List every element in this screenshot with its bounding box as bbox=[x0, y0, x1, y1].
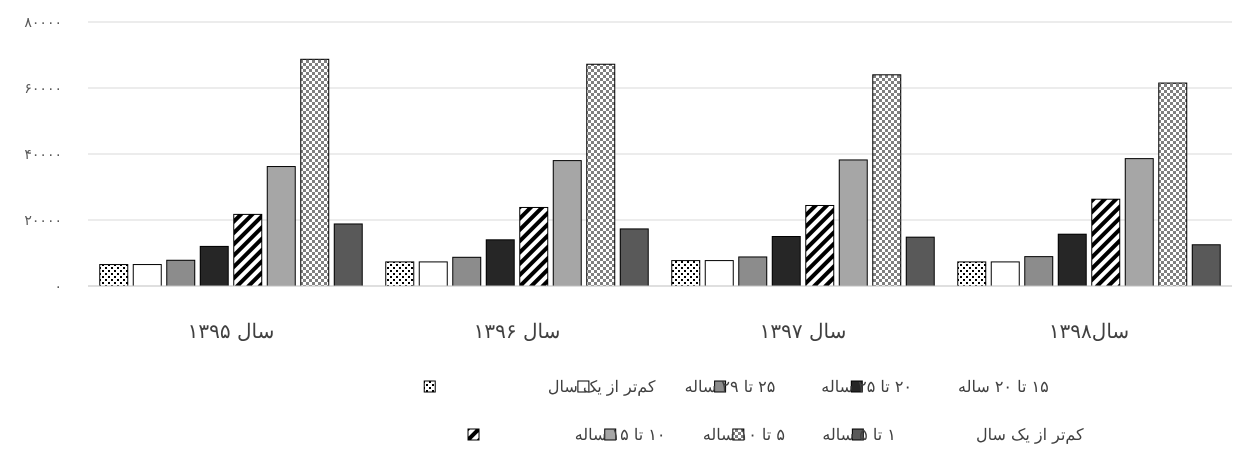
legend-swatch bbox=[577, 380, 590, 393]
y-tick-label: ۲۰۰۰۰ bbox=[24, 213, 62, 229]
bar bbox=[452, 256, 482, 287]
category-label: سال۱۳۹۸ bbox=[1049, 319, 1129, 343]
legend-label: ۲۵ تا ۲۹ ساله bbox=[685, 377, 776, 396]
bar bbox=[519, 206, 549, 287]
bar bbox=[485, 239, 515, 287]
legend-label: ۲۰ تا ۲۵ ساله bbox=[821, 377, 912, 396]
category-labels: سال ۱۳۹۵ سال ۱۳۹۶ سال ۱۳۹۷ سال۱۳۹۸ bbox=[188, 319, 1130, 343]
bar bbox=[771, 236, 801, 287]
y-tick-label: ۸۰۰۰۰ bbox=[24, 15, 62, 31]
y-tick-label: ۰ bbox=[54, 279, 62, 295]
category-label: سال ۱۳۹۵ bbox=[188, 319, 275, 343]
bar bbox=[166, 259, 196, 287]
legend-label: ۱ تا ۵ ساله bbox=[822, 425, 896, 444]
bar bbox=[1057, 233, 1087, 287]
bar bbox=[266, 166, 296, 287]
legend-swatch bbox=[850, 380, 863, 393]
bar bbox=[1024, 256, 1054, 287]
bar bbox=[199, 245, 229, 287]
bar bbox=[671, 260, 701, 287]
bar bbox=[1124, 158, 1154, 287]
y-tick-label: ۶۰۰۰۰ bbox=[24, 81, 62, 97]
bar bbox=[1091, 198, 1121, 287]
category-label: سال ۱۳۹۷ bbox=[760, 319, 847, 343]
bar bbox=[704, 260, 734, 287]
bar bbox=[957, 261, 987, 287]
legend-label: کم‌تر از یک سال bbox=[548, 377, 656, 396]
legend-swatch bbox=[604, 428, 617, 441]
bar bbox=[872, 74, 902, 287]
bar bbox=[990, 261, 1020, 287]
bar bbox=[385, 261, 415, 287]
legend-swatch bbox=[714, 380, 727, 393]
legend-label: ۵ تا ۱۰ ساله bbox=[703, 425, 785, 444]
y-tick-label: ۴۰۰۰۰ bbox=[24, 147, 62, 163]
y-axis-ticks: ۰ ۲۰۰۰۰ ۴۰۰۰۰ ۶۰۰۰۰ ۸۰۰۰۰ bbox=[24, 15, 62, 295]
bar bbox=[905, 236, 935, 287]
legend-label: کم‌تر از یک سال bbox=[976, 425, 1084, 444]
legend-swatch bbox=[467, 428, 480, 441]
bar bbox=[1191, 244, 1221, 287]
bar bbox=[619, 228, 649, 287]
category-label: سال ۱۳۹۶ bbox=[474, 319, 561, 343]
bar bbox=[805, 204, 835, 287]
bar bbox=[552, 160, 582, 287]
bar bbox=[1158, 82, 1188, 287]
bar bbox=[738, 256, 768, 287]
bar bbox=[132, 264, 162, 287]
bar bbox=[233, 213, 263, 287]
legend-swatch bbox=[851, 428, 864, 441]
bar bbox=[838, 159, 868, 287]
bar bbox=[418, 261, 448, 287]
legend: ۱۵ تا ۲۰ ساله ۲۰ تا ۲۵ ساله ۲۵ تا ۲۹ ساله ک… bbox=[423, 377, 1084, 444]
bar bbox=[333, 223, 363, 287]
gridlines bbox=[88, 21, 1232, 221]
bars bbox=[99, 58, 1221, 287]
legend-label: ۱۵ تا ۲۰ ساله bbox=[958, 377, 1049, 396]
bar bbox=[586, 63, 616, 287]
bar bbox=[99, 264, 129, 287]
legend-swatch bbox=[732, 428, 745, 441]
legend-swatch bbox=[423, 380, 436, 393]
legend-label: ۱۰ تا ۱۵ ساله bbox=[575, 425, 666, 444]
bar bbox=[300, 58, 330, 287]
